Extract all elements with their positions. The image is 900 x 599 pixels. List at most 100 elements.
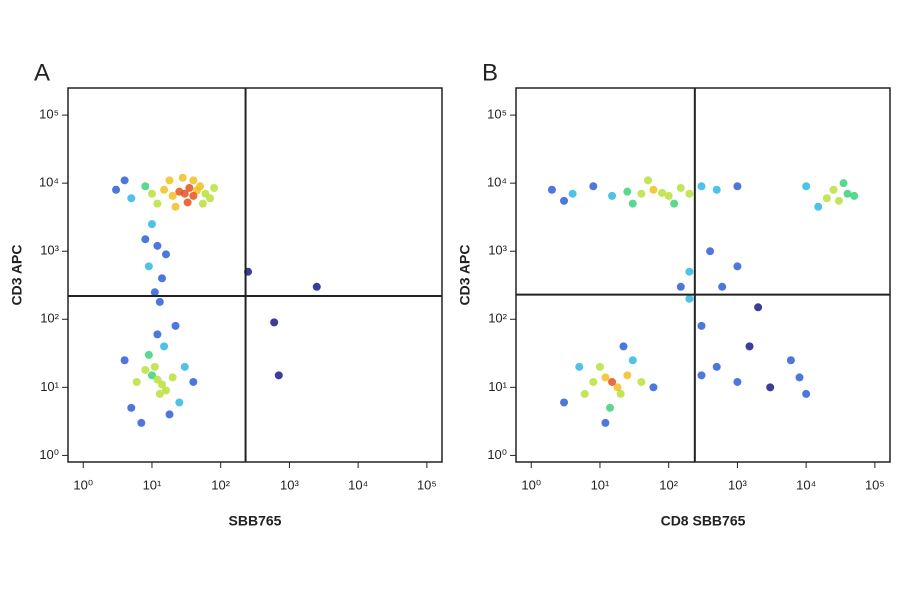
event-point — [754, 303, 763, 312]
event-point — [198, 199, 207, 208]
x-tick-label: 10¹ — [143, 477, 162, 492]
event-point — [189, 176, 198, 185]
event-point — [180, 362, 189, 371]
event-point — [180, 189, 189, 198]
event-point — [274, 371, 283, 380]
event-point — [185, 183, 194, 192]
event-point — [144, 350, 153, 359]
event-point — [127, 194, 136, 203]
event-point — [150, 288, 159, 297]
event-point — [601, 418, 610, 427]
event-point — [829, 185, 838, 194]
y-tick-label: 10² — [40, 311, 59, 326]
event-point — [178, 173, 187, 182]
y-tick-label: 10³ — [40, 243, 59, 258]
event-point — [601, 373, 610, 382]
event-point — [141, 235, 150, 244]
event-point — [141, 182, 150, 191]
x-axis-title: SBB765 — [229, 513, 282, 529]
event-point — [132, 377, 141, 386]
x-tick-label: 10⁰ — [521, 477, 541, 492]
event-point — [733, 377, 742, 386]
event-point — [628, 199, 637, 208]
event-point — [834, 196, 843, 205]
event-point — [312, 282, 321, 291]
event-point — [608, 191, 617, 200]
x-tick-label: 10² — [659, 477, 678, 492]
event-point — [112, 185, 121, 194]
event-point — [580, 389, 589, 398]
event-point — [168, 191, 177, 200]
y-tick-label: 10¹ — [488, 379, 507, 394]
event-point — [843, 189, 852, 198]
event-point — [795, 373, 804, 382]
event-point — [766, 383, 775, 392]
x-tick-label: 10³ — [280, 477, 299, 492]
event-point — [162, 250, 171, 259]
x-tick-label: 10⁵ — [417, 477, 437, 492]
event-point — [589, 377, 598, 386]
event-point — [822, 194, 831, 203]
event-point — [733, 182, 742, 191]
event-point — [670, 199, 679, 208]
event-point — [718, 282, 727, 291]
y-tick-label: 10³ — [488, 243, 507, 258]
event-point — [120, 356, 129, 365]
event-point — [676, 282, 685, 291]
event-point — [155, 389, 164, 398]
event-point — [575, 362, 584, 371]
event-point — [802, 389, 811, 398]
x-axis-title: CD8 SBB765 — [661, 513, 746, 529]
event-point — [664, 191, 673, 200]
event-point — [189, 191, 198, 200]
event-point — [676, 183, 685, 192]
event-point — [147, 371, 156, 380]
event-point — [160, 185, 169, 194]
event-point — [210, 183, 219, 192]
x-tick-label: 10⁵ — [865, 477, 885, 492]
event-point — [547, 185, 556, 194]
event-point — [560, 398, 569, 407]
y-axis-title: CD3 APC — [9, 245, 25, 306]
event-point — [606, 403, 615, 412]
y-tick-label: 10² — [488, 311, 507, 326]
event-point — [850, 191, 859, 200]
event-point — [685, 294, 694, 303]
x-tick-label: 10⁰ — [73, 477, 93, 492]
event-point — [175, 398, 184, 407]
event-point — [658, 188, 667, 197]
event-point — [619, 342, 628, 351]
x-tick-label: 10⁴ — [796, 477, 816, 492]
event-point — [814, 202, 823, 211]
event-point — [144, 262, 153, 271]
event-point — [158, 274, 167, 283]
event-point — [168, 373, 177, 382]
event-point — [712, 185, 721, 194]
event-point — [171, 202, 180, 211]
event-point — [127, 403, 136, 412]
event-point — [697, 321, 706, 330]
event-point — [839, 179, 848, 188]
event-point — [120, 176, 129, 185]
y-tick-label: 10⁰ — [39, 447, 59, 462]
x-tick-label: 10³ — [728, 477, 747, 492]
y-tick-label: 10⁴ — [487, 175, 507, 190]
event-point — [637, 377, 646, 386]
event-point — [160, 342, 169, 351]
panel-label: A — [34, 59, 50, 86]
event-point — [137, 418, 146, 427]
event-point — [649, 383, 658, 392]
event-point — [745, 342, 754, 351]
event-point — [623, 187, 632, 196]
event-point — [649, 185, 658, 194]
event-point — [706, 247, 715, 256]
event-point — [623, 371, 632, 380]
y-tick-label: 10⁰ — [487, 447, 507, 462]
panel: B 10⁰ 10¹ 10² 10³ 10⁴ 10⁵ 10⁰ 10¹ 10² 10³ 10⁴ 10⁵ CD8… — [457, 59, 891, 529]
event-point — [560, 196, 569, 205]
plot-frame — [515, 87, 891, 463]
event-point — [155, 297, 164, 306]
event-point — [162, 386, 171, 395]
